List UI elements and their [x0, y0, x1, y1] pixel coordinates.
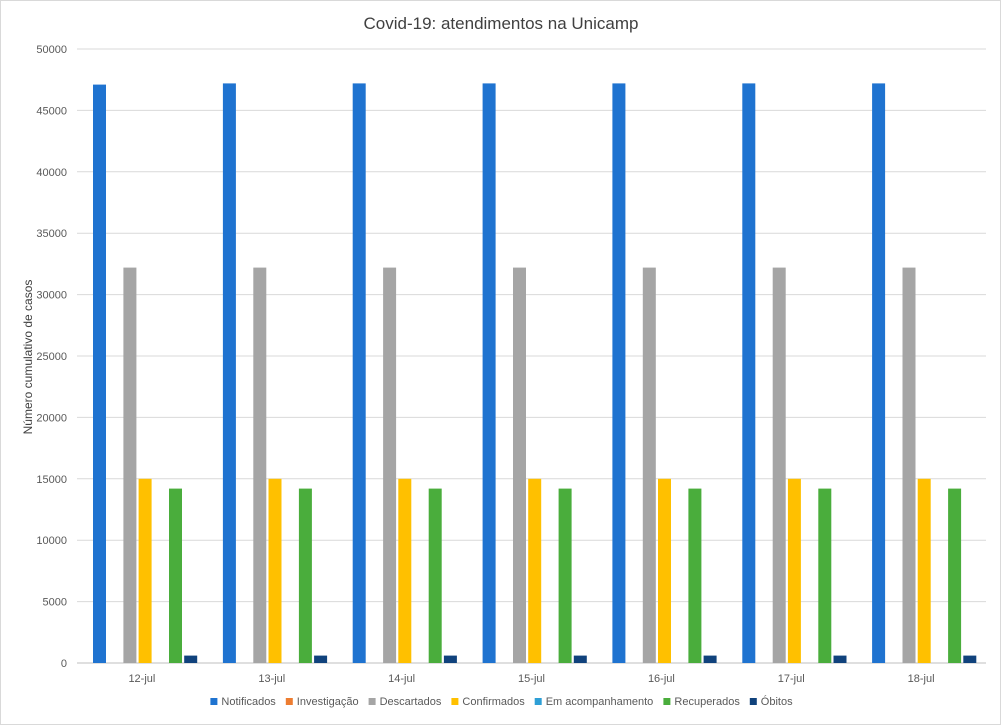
bar [428, 488, 442, 663]
legend-swatch [534, 698, 542, 705]
bar [314, 655, 328, 663]
legend-label: Confirmados [462, 696, 525, 708]
legend-label: Descartados [380, 696, 442, 708]
y-tick-label: 10000 [36, 535, 67, 547]
y-axis-label: Número cumulativo de casos [21, 280, 35, 435]
y-tick-label: 45000 [36, 105, 67, 117]
bar [443, 655, 457, 663]
legend-label: Investigação [297, 696, 359, 708]
bar [222, 83, 236, 663]
y-tick-labels: 0 5000 10000 15000 20000 25000 30000 35000 40000… [36, 44, 67, 670]
bar [902, 267, 916, 663]
bar [772, 267, 786, 663]
bar [963, 655, 977, 663]
y-tick-label: 50000 [36, 44, 67, 56]
bar [513, 267, 526, 663]
bar [383, 267, 397, 663]
bar [528, 478, 542, 663]
bar [253, 267, 267, 663]
bar [658, 478, 671, 663]
legend-swatch [368, 698, 376, 705]
x-tick-label: 17-jul [778, 673, 805, 685]
legend-swatch [285, 698, 293, 705]
bar [703, 655, 717, 663]
y-tick-label: 40000 [36, 167, 67, 179]
bar [123, 267, 137, 663]
bar [688, 488, 702, 663]
x-tick-label: 12-jul [128, 673, 155, 685]
legend-swatch [749, 698, 757, 705]
bar [872, 83, 886, 663]
legend-swatch [210, 698, 218, 705]
legend: Notificados Investigação Descartados Confir… [210, 695, 793, 708]
y-tick-label: 30000 [36, 290, 67, 302]
bar [612, 83, 626, 663]
x-tick-label: 15-jul [518, 673, 545, 685]
bar [482, 83, 496, 663]
y-tick-label: 20000 [36, 412, 67, 424]
bar [948, 488, 962, 663]
legend-label: Notificados [221, 696, 276, 708]
bars [93, 83, 977, 664]
chart-title: Covid-19: atendimentos na Unicamp [364, 14, 639, 33]
bar [268, 478, 282, 663]
bar [818, 488, 832, 663]
bar [298, 488, 312, 663]
bar [787, 478, 801, 663]
bar [184, 655, 198, 663]
legend-label: Óbitos [761, 695, 793, 708]
legend-label: Em acompanhamento [546, 696, 654, 708]
y-tick-label: 35000 [36, 228, 67, 240]
bar [352, 83, 366, 663]
bar [169, 488, 182, 663]
bar [917, 478, 931, 663]
y-tick-label: 5000 [43, 597, 67, 609]
legend-swatch [663, 698, 671, 705]
legend-swatch [451, 698, 459, 705]
x-tick-label: 18-jul [908, 673, 935, 685]
bar [93, 84, 106, 664]
y-tick-label: 0 [61, 658, 67, 670]
x-tick-label: 16-jul [648, 673, 675, 685]
y-tick-label: 25000 [36, 351, 67, 363]
bar [558, 488, 572, 663]
bar [573, 655, 587, 663]
y-tick-label: 15000 [36, 474, 67, 486]
bar [742, 83, 756, 663]
bar [398, 478, 412, 663]
bar [833, 655, 847, 663]
legend-label: Recuperados [674, 696, 740, 708]
x-tick-label: 13-jul [258, 673, 285, 685]
bar [642, 267, 656, 663]
x-tick-label: 14-jul [388, 673, 415, 685]
bar [138, 478, 152, 663]
x-tick-labels: 12-jul 13-jul 14-jul 15-jul 16-jul 17-jul 18-j… [128, 673, 934, 685]
